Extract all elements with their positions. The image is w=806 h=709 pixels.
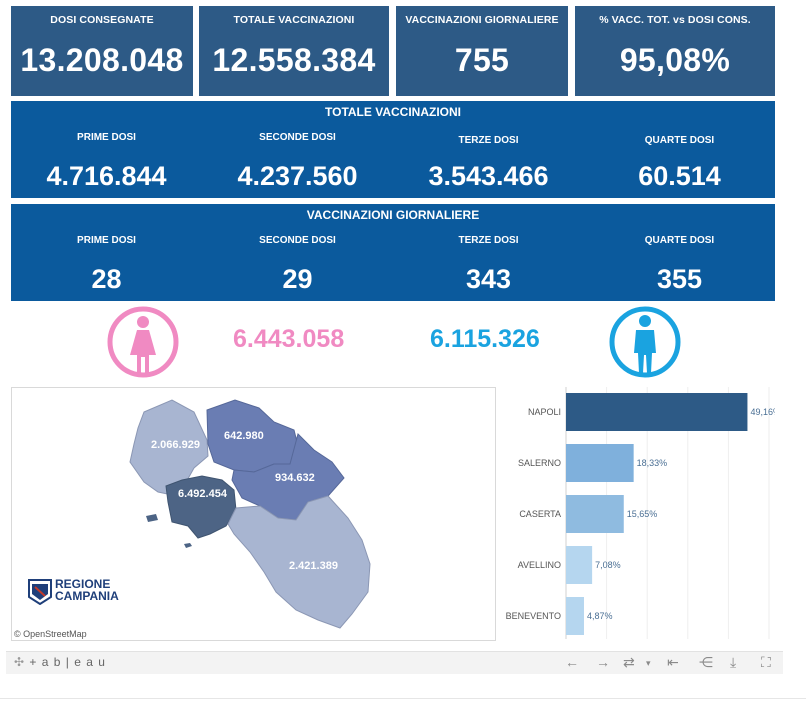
col-value: 355 <box>656 264 703 294</box>
reset-icon[interactable]: ⇤ <box>667 654 679 670</box>
value-label: 7,08% <box>595 560 621 570</box>
col-terze-dosi: TERZE DOSI 3.543.466 <box>393 101 584 191</box>
kpi-value: 13.208.048 <box>20 42 184 78</box>
col-value: 28 <box>91 264 122 294</box>
col-value: 3.543.466 <box>428 161 549 191</box>
bar-chart-svg[interactable]: NAPOLI 49,16% SALERNO 18,33% CASERTA 15,65% AV… <box>495 387 781 639</box>
male-value: 6.115.326 <box>430 325 540 353</box>
col-value: 29 <box>282 264 313 294</box>
map-label-caserta: 2.066.929 <box>151 439 200 451</box>
undo-icon[interactable]: ← <box>565 654 579 670</box>
tableau-logo[interactable]: ✣ + a b | e a u <box>14 655 106 669</box>
tableau-brand: + a b | e a u <box>29 655 106 669</box>
kpi-dosi-consegnate: DOSI CONSEGNATE 13.208.048 <box>11 6 193 96</box>
col-value: 343 <box>465 264 512 294</box>
value-label: 49,16% <box>750 407 775 417</box>
col-seconde-dosi: SECONDE DOSI 29 <box>202 204 393 294</box>
col-label: PRIME DOSI <box>77 132 136 143</box>
male-person-icon <box>609 306 681 378</box>
share-icon[interactable]: ⋲ <box>699 654 713 670</box>
province-salerno[interactable] <box>227 495 371 629</box>
female-person-icon <box>107 306 179 378</box>
col-terze-dosi: TERZE DOSI 343 <box>393 204 584 294</box>
kpi-label: % VACC. TOT. vs DOSI CONS. <box>599 14 751 26</box>
panel-title: VACCINAZIONI GIORNALIERE <box>306 208 480 222</box>
map-svg[interactable]: 2.066.929 642.980 934.632 6.492.454 2.42… <box>12 388 495 640</box>
col-value: 60.514 <box>638 161 721 191</box>
col-prime-dosi: PRIME DOSI 28 <box>11 204 202 294</box>
category-label: AVELLINO <box>518 560 561 570</box>
panel-title: TOTALE VACCINAZIONI <box>325 105 461 119</box>
kpi-totale-vaccinazioni: TOTALE VACCINAZIONI 12.558.384 <box>199 6 389 96</box>
map-label-avellino: 934.632 <box>275 472 315 484</box>
revert-icon[interactable]: ⇄ <box>623 654 635 670</box>
value-label: 18,33% <box>637 458 668 468</box>
province-napoli[interactable] <box>165 475 237 539</box>
kpi-value: 755 <box>454 42 510 78</box>
col-quarte-dosi: QUARTE DOSI 355 <box>584 204 775 294</box>
col-value: 4.716.844 <box>46 161 167 191</box>
logo-text-line1: REGIONE <box>55 577 111 591</box>
regione-campania-logo <box>28 579 52 605</box>
col-label: QUARTE DOSI <box>644 235 715 246</box>
col-prime-dosi: PRIME DOSI 4.716.844 <box>11 101 202 191</box>
kpi-label: VACCINAZIONI GIORNALIERE <box>405 14 559 26</box>
tableau-logo-icon: ✣ <box>14 655 26 669</box>
revert-dropdown-icon[interactable]: ▾ <box>646 658 651 668</box>
col-label: TERZE DOSI <box>458 235 519 246</box>
campania-map[interactable]: 2.066.929 642.980 934.632 6.492.454 2.42… <box>11 387 496 641</box>
vaccinazioni-giornaliere-panel: VACCINAZIONI GIORNALIERE PRIME DOSI 28 S… <box>11 204 775 301</box>
col-value: 4.237.560 <box>237 161 358 191</box>
bar-salerno[interactable] <box>566 444 634 482</box>
category-label: NAPOLI <box>528 407 561 417</box>
osm-attribution[interactable]: © OpenStreetMap <box>14 629 87 639</box>
col-label: SECONDE DOSI <box>259 132 336 143</box>
logo-text-line2: CAMPANIA <box>55 589 119 603</box>
totale-vaccinazioni-panel: TOTALE VACCINAZIONI PRIME DOSI 4.716.844… <box>11 101 775 198</box>
value-label: 15,65% <box>627 509 658 519</box>
kpi-value: 12.558.384 <box>212 42 376 78</box>
page-divider <box>0 698 806 699</box>
col-label: SECONDE DOSI <box>259 235 336 246</box>
kpi-vaccinazioni-giornaliere: VACCINAZIONI GIORNALIERE 755 <box>396 6 568 96</box>
female-value: 6.443.058 <box>233 325 345 353</box>
category-label: BENEVENTO <box>506 611 561 621</box>
kpi-label: TOTALE VACCINAZIONI <box>233 14 355 26</box>
category-label: SALERNO <box>518 458 561 468</box>
col-label: TERZE DOSI <box>458 135 519 146</box>
map-label-benevento: 642.980 <box>224 430 264 442</box>
kpi-percent-vaccinazioni: % VACC. TOT. vs DOSI CONS. 95,08% <box>575 6 775 96</box>
col-label: PRIME DOSI <box>77 235 136 246</box>
kpi-label: DOSI CONSEGNATE <box>50 14 154 26</box>
tableau-toolbar: ✣ + a b | e a u ← → ⇄ ▾ ⇤ ⋲ ⤓ ⛶ <box>6 651 783 674</box>
col-seconde-dosi: SECONDE DOSI 4.237.560 <box>202 101 393 191</box>
redo-icon[interactable]: → <box>596 654 610 670</box>
bar-caserta[interactable] <box>566 495 624 533</box>
value-label: 4,87% <box>587 611 613 621</box>
category-label: CASERTA <box>519 509 561 519</box>
map-label-napoli: 6.492.454 <box>178 488 228 500</box>
bar-napoli[interactable] <box>566 393 748 431</box>
island-capri <box>184 543 192 548</box>
col-quarte-dosi: QUARTE DOSI 60.514 <box>584 101 775 191</box>
bar-benevento[interactable] <box>566 597 584 635</box>
kpi-value: 95,08% <box>619 42 731 78</box>
col-label: QUARTE DOSI <box>644 135 715 146</box>
island-ischia <box>146 514 158 522</box>
bar-avellino[interactable] <box>566 546 593 584</box>
province-bar-chart[interactable]: NAPOLI 49,16% SALERNO 18,33% CASERTA 15,65% AV… <box>495 387 781 639</box>
download-icon[interactable]: ⤓ <box>730 654 737 670</box>
map-label-salerno: 2.421.389 <box>289 560 338 572</box>
fullscreen-icon[interactable]: ⛶ <box>761 654 771 670</box>
